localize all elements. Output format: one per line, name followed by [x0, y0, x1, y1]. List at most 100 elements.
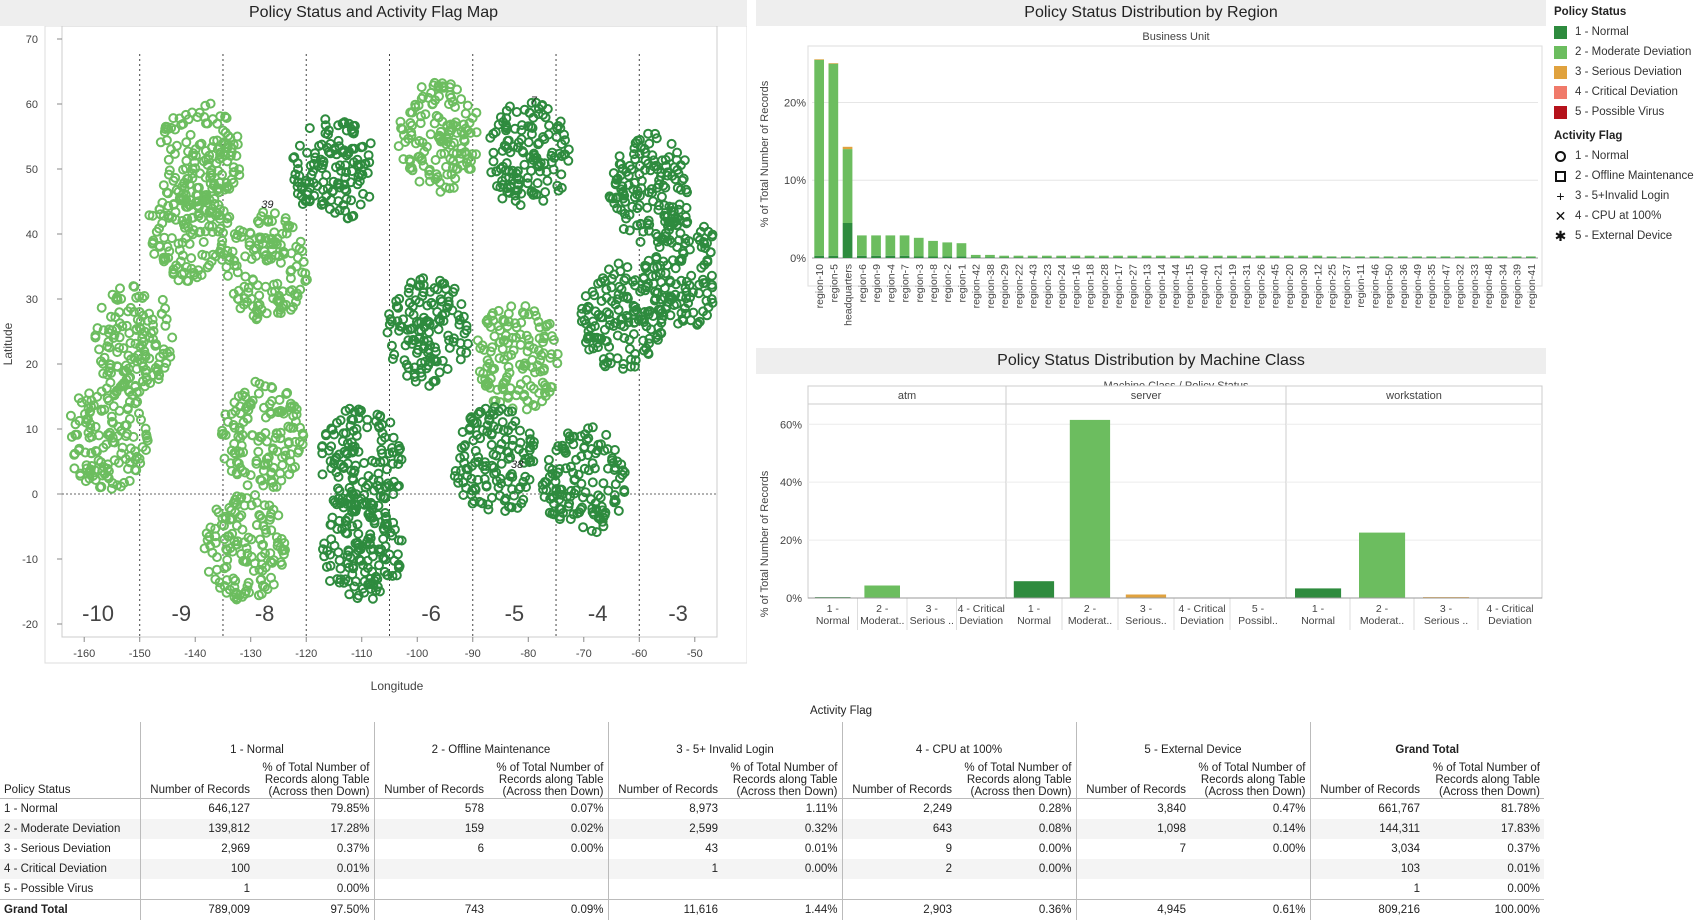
region-bar[interactable] — [1369, 256, 1380, 258]
region-bar[interactable] — [1241, 257, 1251, 258]
region-bar[interactable] — [1227, 255, 1237, 258]
region-bar[interactable] — [842, 146, 853, 150]
region-bar[interactable] — [1269, 257, 1280, 258]
region-bar[interactable] — [1141, 257, 1152, 258]
region-bar[interactable] — [1056, 255, 1066, 258]
region-bar[interactable] — [1099, 257, 1109, 258]
region-bar[interactable] — [899, 255, 910, 258]
map-chart[interactable]: -10 -9 -8 -6 -5 -4 -3 39 38 7 -160 -150 -140 -130 -1… — [0, 26, 747, 726]
region-bar[interactable] — [1511, 257, 1522, 258]
legend-item-activity-normal[interactable]: 1 - Normal — [1554, 146, 1703, 166]
region-bar[interactable] — [1198, 257, 1209, 258]
region-bar[interactable] — [1426, 256, 1437, 258]
region-bar[interactable] — [814, 59, 824, 256]
region-bar[interactable] — [857, 235, 867, 256]
region-bar[interactable] — [1155, 255, 1166, 258]
region-bar[interactable] — [842, 223, 853, 258]
region-bar[interactable] — [1526, 257, 1536, 258]
region-bar[interactable] — [1013, 257, 1024, 258]
legend-item-invalid-login[interactable]: +3 - 5+Invalid Login — [1554, 186, 1703, 206]
region-bar[interactable] — [1326, 257, 1337, 258]
region-bar[interactable] — [828, 63, 839, 256]
region-bar[interactable] — [1084, 255, 1095, 258]
region-bar[interactable] — [1084, 257, 1095, 258]
region-bar[interactable] — [1312, 257, 1323, 258]
region-bar[interactable] — [1013, 255, 1024, 258]
region-bar[interactable] — [1127, 255, 1138, 258]
region-bar[interactable] — [999, 255, 1009, 258]
region-bar[interactable] — [1298, 255, 1308, 258]
region-bar[interactable] — [1526, 256, 1536, 258]
region-bar[interactable] — [913, 237, 924, 257]
legend-item-moderate[interactable]: 2 - Moderate Deviation — [1554, 42, 1703, 62]
legend-item-critical[interactable]: 4 - Critical Deviation — [1554, 82, 1703, 102]
region-bar[interactable] — [1341, 257, 1351, 258]
region-bar[interactable] — [1341, 256, 1351, 258]
region-bar[interactable] — [1497, 257, 1508, 258]
region-bar[interactable] — [1454, 256, 1465, 258]
region-bar[interactable] — [1027, 257, 1038, 258]
region-bar[interactable] — [1355, 256, 1365, 258]
machine-bar[interactable] — [864, 585, 900, 599]
region-bar[interactable] — [1312, 255, 1323, 258]
region-bar[interactable] — [1212, 257, 1223, 258]
region-bar[interactable] — [1113, 255, 1123, 258]
region-bar[interactable] — [814, 255, 824, 258]
region-bar[interactable] — [985, 257, 995, 258]
region-bar[interactable] — [999, 257, 1009, 258]
region-bar[interactable] — [1198, 255, 1209, 258]
region-bar[interactable] — [1497, 256, 1508, 258]
region-bar[interactable] — [942, 256, 953, 258]
region-bar[interactable] — [1141, 255, 1152, 258]
machine-bar[interactable] — [1359, 532, 1406, 598]
region-bar[interactable] — [1355, 257, 1365, 258]
region-bar[interactable] — [1298, 257, 1308, 258]
region-bar[interactable] — [1170, 255, 1180, 258]
region-bar[interactable] — [842, 149, 853, 223]
legend-item-normal[interactable]: 1 - Normal — [1554, 22, 1703, 42]
region-bar[interactable] — [1412, 257, 1422, 258]
region-bar[interactable] — [828, 63, 839, 64]
region-chart[interactable]: Business Unit region-10 region-5 headquart… — [756, 26, 1546, 326]
machine-bar[interactable] — [1125, 594, 1167, 599]
legend-item-offline[interactable]: 2 - Offline Maintenance — [1554, 166, 1703, 186]
region-bar[interactable] — [1426, 257, 1437, 258]
legend-item-serious[interactable]: 3 - Serious Deviation — [1554, 62, 1703, 82]
region-bar[interactable] — [970, 254, 981, 258]
region-bar[interactable] — [1184, 257, 1195, 258]
region-bar[interactable] — [1255, 257, 1266, 258]
legend-item-cpu[interactable]: ✕ 4 - CPU at 100% — [1554, 206, 1703, 226]
region-bar[interactable] — [1042, 255, 1052, 258]
region-bar[interactable] — [956, 256, 967, 258]
region-bar[interactable] — [871, 235, 881, 256]
region-bar[interactable] — [985, 254, 995, 258]
region-bar[interactable] — [1469, 256, 1479, 258]
region-bar[interactable] — [1027, 255, 1038, 258]
region-bar[interactable] — [885, 235, 896, 256]
region-bar[interactable] — [828, 255, 839, 258]
region-bar[interactable] — [1440, 257, 1451, 258]
machine-bar[interactable] — [1295, 588, 1342, 598]
region-bar[interactable] — [1383, 256, 1394, 258]
region-bar[interactable] — [1042, 257, 1052, 258]
region-bar[interactable] — [1241, 255, 1251, 258]
region-bar[interactable] — [1070, 255, 1081, 258]
region-bar[interactable] — [885, 255, 896, 258]
region-bar[interactable] — [1284, 255, 1294, 258]
region-bar[interactable] — [1369, 257, 1380, 258]
region-bar[interactable] — [956, 243, 967, 257]
region-bar[interactable] — [1511, 256, 1522, 258]
legend-item-virus[interactable]: 5 - Possible Virus — [1554, 102, 1703, 122]
region-bar[interactable] — [899, 235, 910, 256]
region-bar[interactable] — [1099, 255, 1109, 258]
region-bar[interactable] — [1440, 256, 1451, 258]
region-bar[interactable] — [928, 256, 938, 258]
region-bar[interactable] — [1326, 256, 1337, 258]
region-bar[interactable] — [1255, 255, 1266, 258]
region-bar[interactable] — [814, 59, 824, 60]
region-bar[interactable] — [928, 240, 938, 257]
region-bar[interactable] — [1113, 257, 1123, 258]
machine-bar[interactable] — [1013, 581, 1055, 598]
region-bar[interactable] — [913, 256, 924, 258]
legend-item-external[interactable]: ✱ 5 - External Device — [1554, 226, 1703, 246]
